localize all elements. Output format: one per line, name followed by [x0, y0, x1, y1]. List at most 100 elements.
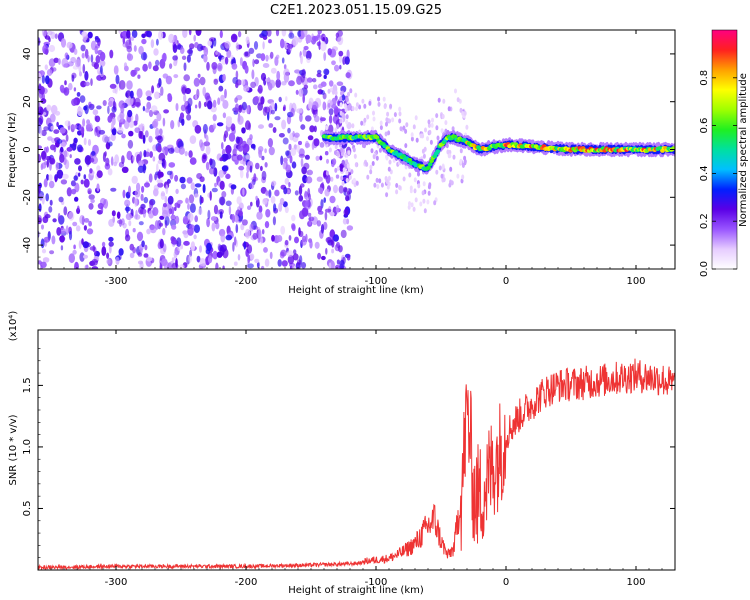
heatmap-cell [410, 136, 414, 142]
heatmap-cell [126, 80, 133, 90]
heatmap-cell [347, 190, 350, 196]
heatmap-cell [345, 97, 349, 102]
heatmap-cell [225, 144, 232, 154]
heatmap-cell [340, 90, 343, 96]
heatmap-cell [331, 97, 337, 106]
heatmap-cell [219, 211, 223, 219]
heatmap-cell [142, 208, 146, 218]
heatmap-cell [171, 224, 177, 230]
heatmap-cell [145, 107, 150, 113]
heatmap-cell [341, 94, 346, 101]
heatmap-cell [287, 254, 295, 265]
heatmap-cell [342, 167, 346, 173]
heatmap-cell [132, 155, 135, 162]
heatmap-cell [225, 116, 233, 122]
heatmap-cell [352, 147, 356, 153]
heatmap-cell [179, 176, 186, 184]
heatmap-cell [294, 132, 300, 138]
heatmap-cell [105, 157, 110, 167]
heatmap-cell [325, 237, 332, 243]
heatmap-cell [271, 180, 277, 187]
heatmap-cell [141, 33, 146, 39]
heatmap-cell [56, 121, 59, 128]
heatmap-cell [291, 214, 296, 222]
heatmap-cell [258, 205, 263, 213]
heatmap-cell [159, 238, 164, 249]
heatmap-cell [186, 54, 191, 63]
heatmap-cell [177, 199, 183, 204]
heatmap-cell [363, 103, 367, 109]
heatmap-cell [183, 74, 190, 82]
heatmap-cell [281, 260, 288, 267]
heatmap-cell [346, 254, 351, 261]
heatmap-cell [203, 101, 208, 107]
heatmap-cell [247, 205, 252, 210]
heatmap-cell [384, 131, 388, 137]
heatmap-cell [448, 153, 452, 159]
heatmap-cell [238, 210, 244, 217]
heatmap-cell [241, 140, 247, 149]
heatmap-cell [429, 139, 433, 145]
heatmap-cell [437, 97, 441, 103]
heatmap-cell [41, 150, 47, 160]
heatmap-cell [125, 213, 132, 221]
heatmap-cell [276, 70, 281, 81]
heatmap-cell [233, 236, 237, 246]
heatmap-cell [130, 90, 134, 99]
heatmap-cell [156, 112, 162, 122]
heatmap-cell [194, 215, 198, 223]
heatmap-cell [134, 127, 141, 133]
heatmap-cell [450, 180, 454, 186]
heatmap-cell [421, 133, 425, 139]
heatmap-cell [57, 212, 61, 222]
heatmap-cell [97, 202, 104, 210]
heatmap-cell [317, 30, 322, 35]
heatmap-cell [126, 45, 133, 53]
heatmap-cell [408, 172, 412, 178]
heatmap-cell [79, 214, 85, 225]
heatmap-cell [206, 217, 211, 228]
heatmap-cell [71, 188, 77, 195]
heatmap-cell [281, 81, 287, 86]
heatmap-cell [347, 167, 351, 173]
heatmap-cell [200, 196, 204, 204]
heatmap-cell [253, 173, 257, 183]
heatmap-cell [209, 159, 216, 169]
heatmap-cell [330, 176, 334, 182]
heatmap-cell [119, 111, 125, 120]
heatmap-cell [108, 241, 114, 247]
heatmap-cell [124, 199, 131, 207]
heatmap-cell [261, 229, 265, 235]
heatmap-cell [339, 259, 345, 269]
heatmap-cell [449, 166, 453, 172]
heatmap-cell [137, 252, 143, 257]
heatmap-cell [80, 80, 87, 88]
heatmap-cell [173, 60, 178, 67]
heatmap-cell [300, 124, 306, 130]
heatmap-cell [155, 127, 160, 138]
heatmap-cell [300, 238, 307, 246]
heatmap-cell [290, 107, 295, 117]
heatmap-cell [199, 258, 206, 267]
heatmap-cell [249, 181, 255, 190]
spectrogram-x-axis: -300 -200 -100 0 100 [50, 30, 676, 287]
heatmap-cell [161, 158, 165, 168]
heatmap-cell [60, 245, 64, 251]
heatmap-cell [270, 67, 277, 74]
heatmap-cell [246, 137, 253, 146]
heatmap-cell [448, 182, 452, 188]
heatmap-cell [276, 54, 280, 59]
heatmap-cell [300, 157, 304, 168]
heatmap-cell [174, 215, 180, 224]
heatmap-cell [46, 159, 49, 168]
heatmap-cell [421, 190, 425, 196]
heatmap-cell [427, 162, 433, 167]
heatmap-cell [456, 173, 460, 179]
heatmap-cell [332, 89, 335, 95]
heatmap-cell [137, 74, 141, 79]
heatmap-cell [239, 169, 244, 179]
heatmap-cell [189, 157, 197, 165]
heatmap-cell [172, 44, 178, 53]
heatmap-cell [120, 104, 125, 114]
heatmap-cell [369, 169, 373, 175]
